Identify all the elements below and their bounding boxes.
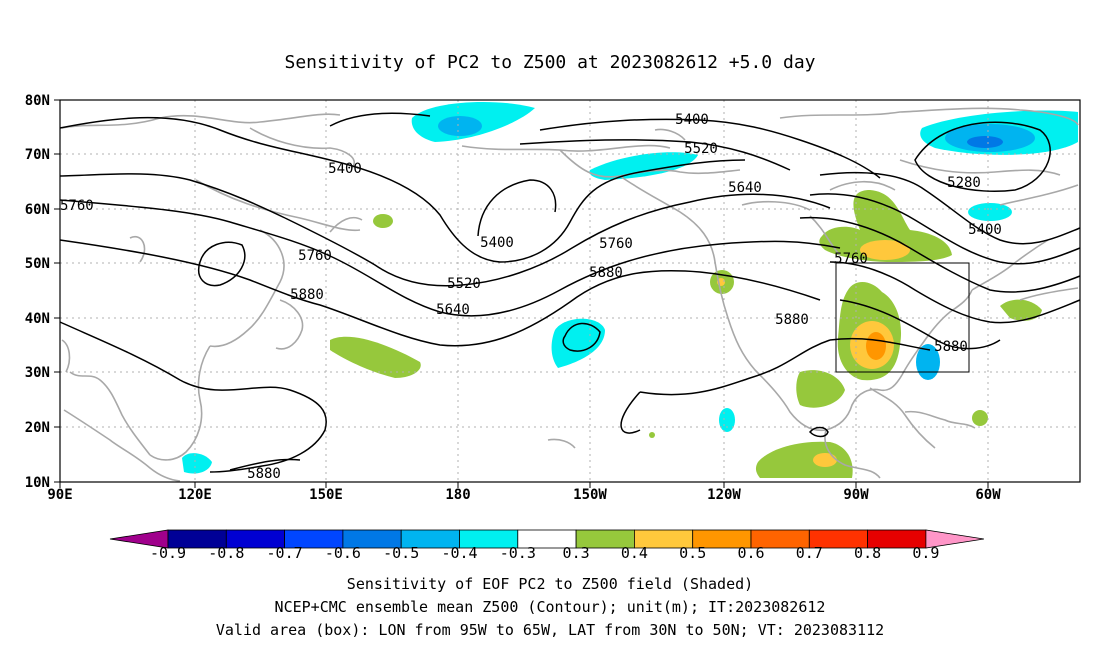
footer-line-3: Valid area (box): LON from 95W to 65W, L…: [216, 621, 884, 639]
negative-region-labrador: [968, 203, 1012, 221]
lon-label: 180: [445, 487, 470, 503]
latitude-labels: 80N 70N 60N 50N 40N 30N 20N 10N: [25, 93, 50, 491]
valid-area-box: [835, 262, 970, 373]
positive-core-central-america: [813, 453, 837, 467]
lon-label: 90W: [843, 487, 869, 503]
colorbar: [109, 529, 984, 549]
lat-label: 50N: [25, 256, 50, 272]
contour-label: 5880: [247, 466, 281, 482]
colorbar-label: -0.9: [150, 544, 186, 562]
positive-region-north-pacific: [330, 336, 421, 378]
contour-label: 5640: [728, 180, 762, 196]
negative-region-south: [719, 408, 735, 432]
positive-core-central-us-inner: [866, 332, 886, 360]
contour-label: 5760: [298, 248, 332, 264]
lat-label: 20N: [25, 420, 50, 436]
positive-region-hudson: [819, 190, 952, 262]
lon-label: 120W: [707, 487, 741, 503]
contour-label: 5640: [436, 302, 470, 318]
contour-label: 5880: [589, 265, 623, 281]
lat-label: 80N: [25, 93, 50, 109]
colorbar-label: 0.7: [796, 544, 823, 562]
axis-ticks: [54, 99, 989, 488]
contour-label: 5880: [775, 312, 809, 328]
contour-label: 5520: [447, 276, 481, 292]
shaded-sensitivity-regions: [182, 102, 1078, 478]
colorbar-labels: -0.9 -0.8 -0.7 -0.6 -0.5 -0.4 -0.3 0.3 0.4 0.5 0.6…: [150, 544, 940, 562]
footer-text: Sensitivity of EOF PC2 to Z500 field (Sh…: [216, 575, 884, 639]
lon-label: 90E: [47, 487, 72, 503]
lon-label: 150E: [309, 487, 343, 503]
negative-core-greenland-inner: [967, 136, 1003, 148]
contour-label: 5400: [328, 161, 362, 177]
positive-region-caribbean: [972, 410, 988, 426]
z500-contours: [59, 112, 1081, 473]
contour-label: 5760: [60, 198, 94, 214]
colorbar-label: 0.3: [563, 544, 590, 562]
colorbar-label: 0.5: [679, 544, 706, 562]
lon-label: 120E: [178, 487, 212, 503]
lat-label: 40N: [25, 311, 50, 327]
positive-core-hudson: [860, 240, 910, 260]
colorbar-label: 0.8: [854, 544, 881, 562]
footer-line-2: NCEP+CMC ensemble mean Z500 (Contour); u…: [275, 598, 826, 616]
colorbar-arrow-right: [925, 529, 984, 549]
colorbar-label: -0.5: [383, 544, 419, 562]
negative-region-atlantic: [916, 344, 940, 380]
contour-labels: 5400 5400 5400 5400 5280 5520 5520 5640 …: [60, 112, 1002, 482]
contour-label: 5400: [675, 112, 709, 128]
colorbar-label: -0.4: [441, 544, 477, 562]
contour-label: 5400: [968, 222, 1002, 238]
negative-region-alaska: [589, 152, 698, 180]
footer-line-1: Sensitivity of EOF PC2 to Z500 field (Sh…: [347, 575, 753, 593]
colorbar-label: -0.6: [325, 544, 361, 562]
longitude-labels: 90E 120E 150E 180 150W 120W 90W 60W: [47, 487, 1001, 503]
colorbar-label: 0.9: [912, 544, 939, 562]
positive-region-small: [649, 432, 655, 438]
lon-label: 60W: [975, 487, 1001, 503]
contour-label: 5400: [480, 235, 514, 251]
colorbar-label: -0.7: [267, 544, 303, 562]
contour-label: 5520: [684, 141, 718, 157]
contour-label: 5880: [934, 339, 968, 355]
lat-label: 70N: [25, 147, 50, 163]
negative-region-philippines: [182, 453, 212, 474]
positive-region-nw-atlantic: [1000, 299, 1042, 321]
negative-core-arctic-pacific: [438, 116, 482, 136]
contour-label: 5760: [834, 251, 868, 267]
lon-label: 150W: [573, 487, 607, 503]
lat-label: 30N: [25, 365, 50, 381]
lat-label: 60N: [25, 202, 50, 218]
map-frame: [59, 99, 1081, 483]
colorbar-label: -0.3: [500, 544, 536, 562]
colorbar-label: 0.4: [621, 544, 648, 562]
colorbar-label: 0.6: [737, 544, 764, 562]
negative-region-east-pacific: [551, 318, 605, 368]
coastlines: [61, 107, 1079, 482]
lat-label: 10N: [25, 475, 50, 491]
contour-label: 5880: [290, 287, 324, 303]
map-panel: 5400 5400 5400 5400 5280 5520 5520 5640 …: [59, 99, 1081, 483]
contour-label: 5760: [599, 236, 633, 252]
colorbar-label: -0.8: [208, 544, 244, 562]
contour-label: 5280: [947, 175, 981, 191]
positive-region-gulf: [796, 370, 845, 408]
positive-region-east-asia: [373, 214, 393, 228]
figure-title: Sensitivity of PC2 to Z500 at 2023082612…: [284, 52, 815, 73]
